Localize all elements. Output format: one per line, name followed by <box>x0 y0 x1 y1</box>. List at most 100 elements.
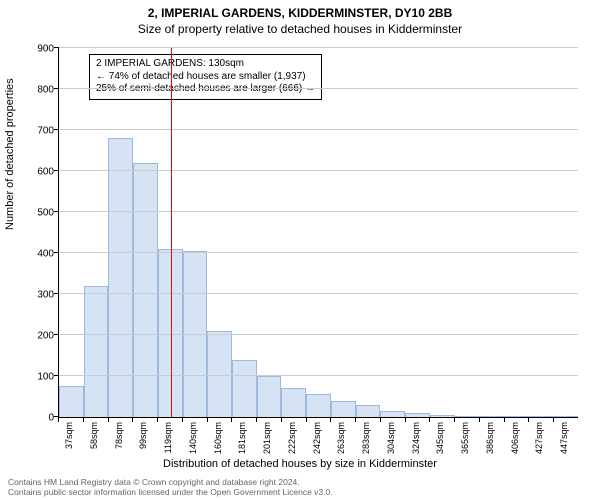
x-tick-mark <box>504 418 505 422</box>
bar <box>455 416 480 417</box>
x-tick-label: 37sqm <box>64 422 74 458</box>
y-tick-mark <box>54 416 59 417</box>
callout-line1: 2 IMPERIAL GARDENS: 130sqm <box>96 58 315 71</box>
y-tick-mark <box>54 293 59 294</box>
bar <box>405 413 430 417</box>
bar <box>257 376 282 417</box>
y-tick-mark <box>54 211 59 212</box>
grid-line <box>59 334 578 335</box>
chart-container: 2, IMPERIAL GARDENS, KIDDERMINSTER, DY10… <box>0 0 600 500</box>
grid-line <box>59 293 578 294</box>
y-tick-label: 200 <box>24 331 54 342</box>
y-tick-mark <box>54 47 59 48</box>
x-tick-mark <box>479 418 480 422</box>
x-tick-label: 406sqm <box>510 422 520 458</box>
x-tick-label: 304sqm <box>386 422 396 458</box>
x-tick-label: 119sqm <box>163 422 173 458</box>
y-tick-label: 500 <box>24 208 54 219</box>
bar <box>430 415 455 417</box>
x-tick-label: 99sqm <box>138 422 148 458</box>
x-tick-mark <box>157 418 158 422</box>
y-tick-label: 800 <box>24 85 54 96</box>
y-tick-label: 400 <box>24 249 54 260</box>
bars-group <box>59 48 578 417</box>
x-tick-mark <box>108 418 109 422</box>
x-tick-mark <box>256 418 257 422</box>
y-axis-label: Number of detached properties <box>4 78 16 230</box>
grid-line <box>59 129 578 130</box>
bar <box>232 360 257 417</box>
x-tick-mark <box>306 418 307 422</box>
grid-line <box>59 252 578 253</box>
y-tick-mark <box>54 252 59 253</box>
y-tick-mark <box>54 334 59 335</box>
y-tick-label: 0 <box>24 413 54 424</box>
x-tick-mark <box>132 418 133 422</box>
x-tick-label: 447sqm <box>559 422 569 458</box>
callout-box: 2 IMPERIAL GARDENS: 130sqm ← 74% of deta… <box>89 54 322 100</box>
x-tick-label: 242sqm <box>312 422 322 458</box>
y-tick-mark <box>54 170 59 171</box>
callout-line2: ← 74% of detached houses are smaller (1,… <box>96 71 315 84</box>
x-tick-label: 181sqm <box>237 422 247 458</box>
footer-attribution: Contains HM Land Registry data © Crown c… <box>8 478 333 498</box>
x-tick-label: 160sqm <box>213 422 223 458</box>
y-tick-label: 900 <box>24 44 54 55</box>
x-tick-mark <box>405 418 406 422</box>
bar <box>479 416 504 417</box>
y-tick-label: 100 <box>24 372 54 383</box>
x-tick-mark <box>380 418 381 422</box>
x-tick-mark <box>281 418 282 422</box>
y-tick-mark <box>54 375 59 376</box>
y-tick-label: 700 <box>24 126 54 137</box>
bar <box>306 394 331 417</box>
bar <box>380 411 405 417</box>
y-tick-label: 300 <box>24 290 54 301</box>
plot-area: 2 IMPERIAL GARDENS: 130sqm ← 74% of deta… <box>58 48 578 418</box>
y-tick-label: 600 <box>24 167 54 178</box>
bar <box>529 416 554 417</box>
x-tick-mark <box>182 418 183 422</box>
x-tick-mark <box>528 418 529 422</box>
x-tick-mark <box>83 418 84 422</box>
bar <box>553 416 578 417</box>
y-tick-mark <box>54 129 59 130</box>
callout-line3: 25% of semi-detached houses are larger (… <box>96 83 315 96</box>
bar <box>59 386 84 417</box>
bar <box>158 249 183 417</box>
grid-line <box>59 170 578 171</box>
grid-line <box>59 211 578 212</box>
grid-line <box>59 375 578 376</box>
x-tick-label: 263sqm <box>336 422 346 458</box>
x-tick-mark <box>58 418 59 422</box>
x-tick-label: 201sqm <box>262 422 272 458</box>
grid-line <box>59 88 578 89</box>
x-tick-mark <box>207 418 208 422</box>
chart-subtitle: Size of property relative to detached ho… <box>0 20 600 36</box>
x-tick-label: 222sqm <box>287 422 297 458</box>
y-axis-ticks: 0100200300400500600700800900 <box>20 48 58 418</box>
x-tick-label: 345sqm <box>435 422 445 458</box>
grid-line <box>59 47 578 48</box>
x-tick-mark <box>429 418 430 422</box>
x-tick-mark <box>553 418 554 422</box>
x-tick-label: 365sqm <box>460 422 470 458</box>
x-tick-label: 283sqm <box>361 422 371 458</box>
x-tick-mark <box>330 418 331 422</box>
bar <box>207 331 232 417</box>
x-tick-label: 386sqm <box>485 422 495 458</box>
bar <box>133 163 158 417</box>
x-axis-ticks: 37sqm58sqm78sqm99sqm119sqm140sqm160sqm18… <box>58 418 578 458</box>
x-tick-mark <box>355 418 356 422</box>
x-tick-label: 427sqm <box>534 422 544 458</box>
footer-line2: Contains public sector information licen… <box>8 488 333 498</box>
bar <box>331 401 356 417</box>
chart-title: 2, IMPERIAL GARDENS, KIDDERMINSTER, DY10… <box>0 0 600 20</box>
x-tick-label: 324sqm <box>411 422 421 458</box>
x-tick-mark <box>454 418 455 422</box>
y-tick-mark <box>54 88 59 89</box>
reference-line <box>171 48 172 417</box>
x-tick-label: 140sqm <box>188 422 198 458</box>
x-tick-mark <box>231 418 232 422</box>
bar <box>356 405 381 417</box>
